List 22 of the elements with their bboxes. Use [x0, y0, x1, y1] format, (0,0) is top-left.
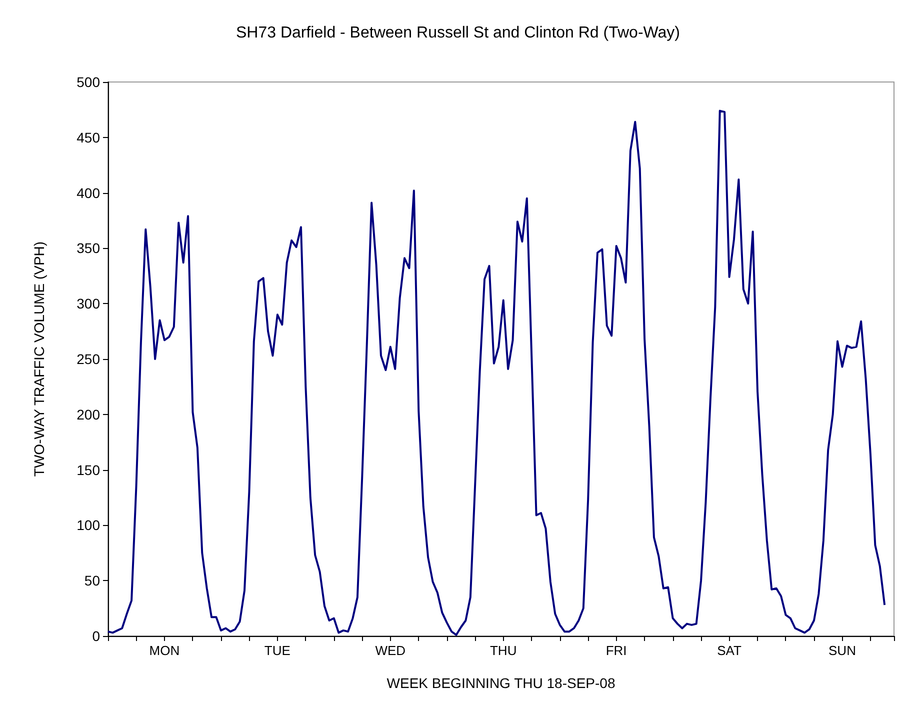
- y-tick-label: 150: [76, 462, 100, 478]
- line-series: [107, 110, 886, 636]
- y-tick-label: 350: [76, 240, 100, 256]
- y-tick-label: 400: [76, 184, 100, 201]
- y-tick-label: 100: [76, 517, 100, 534]
- x-tick-label: SAT: [717, 643, 742, 658]
- x-tick-label: WED: [375, 643, 406, 658]
- x-tick-label: THU: [490, 643, 517, 658]
- y-tick-label: 250: [76, 351, 100, 367]
- x-tick-label: TUE: [264, 643, 291, 658]
- x-axis-title: WEEK BEGINNING THU 18-SEP-08: [386, 675, 616, 691]
- y-axis-title: TWO-WAY TRAFFIC VOLUME (VPH): [31, 241, 47, 477]
- x-tick-label: FRI: [606, 643, 627, 658]
- y-tick-label: 450: [76, 129, 100, 146]
- y-tick-label: 0: [92, 628, 100, 644]
- y-tick-label: 300: [76, 296, 100, 312]
- x-tick-label: MON: [149, 643, 180, 658]
- y-tick-label: 200: [76, 406, 100, 422]
- chart-title: SH73 Darfield - Between Russell St and Clinton Rd (Two-Way): [236, 24, 680, 42]
- x-tick-label: SUN: [828, 643, 856, 658]
- y-tick-label: 500: [76, 74, 100, 90]
- y-tick-label: 50: [84, 572, 100, 589]
